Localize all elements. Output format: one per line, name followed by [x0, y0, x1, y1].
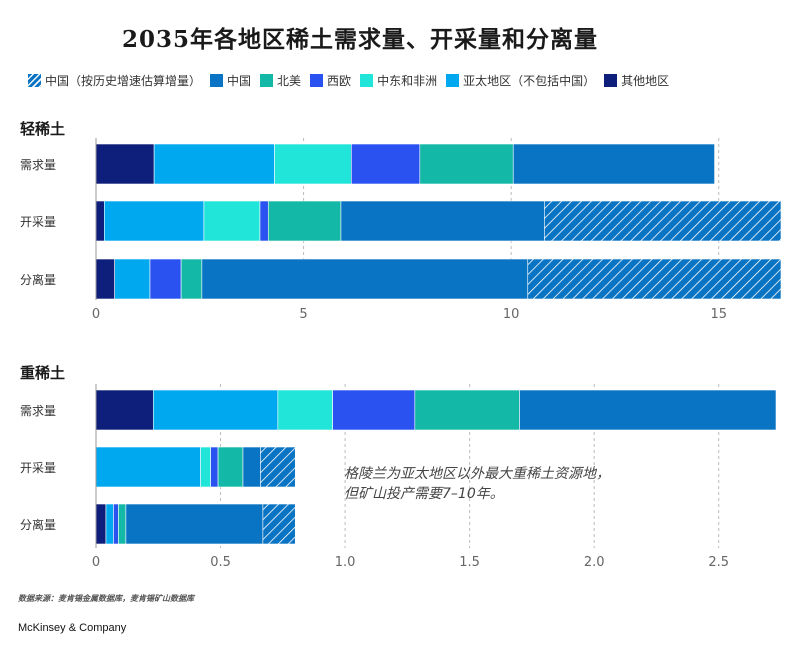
bar-segment-china: [242, 446, 261, 488]
bar-segment-china: [340, 200, 545, 242]
category-label: 需求量: [20, 158, 56, 172]
legend: 中国（按历史增速估算增量） 中国 北美 西欧 中东和非洲 亚太地区（不包括中国） 其他地区: [28, 72, 788, 90]
legend-label: 其他地区: [621, 74, 670, 88]
category-label: 分离量: [20, 272, 56, 287]
bar-segment-china_est: [527, 258, 782, 300]
legend-label: 西欧: [327, 74, 352, 88]
bar-segment-mea: [277, 389, 333, 431]
legend-item-na: 北美: [260, 72, 301, 89]
bar-segment-eu: [113, 503, 119, 545]
chart-title: 2035年各地区稀土需求量、开采量和分离量: [121, 26, 598, 53]
bar-segment-other: [95, 200, 105, 242]
bar-segment-na: [414, 389, 520, 431]
x-tick-label: 1.0: [335, 555, 356, 570]
legend-item-eu: 西欧: [310, 72, 351, 89]
x-tick-label: 0.5: [210, 555, 231, 570]
panel-title: 轻稀土: [20, 120, 65, 138]
legend-item-mea: 中东和非洲: [360, 72, 437, 89]
legend-label: 中国（按历史增速估算增量）: [45, 74, 202, 88]
bar-segment-na: [180, 258, 203, 300]
bar-segment-china_est: [544, 200, 782, 242]
bar-segment-na: [419, 143, 514, 185]
source-note: 数据来源：麦肯锡金属数据库，麦肯锡矿山数据库: [18, 594, 194, 603]
swatch-icon: [210, 74, 224, 87]
swatch-icon: [446, 74, 460, 87]
x-tick-label: 0: [92, 307, 100, 322]
bar-segment-eu: [259, 200, 269, 242]
x-tick-label: 10: [503, 307, 520, 322]
swatch-icon: [260, 74, 274, 87]
bar-segment-china: [512, 143, 715, 185]
category-label: 分离量: [20, 517, 56, 532]
annotation-text: 但矿山投产需要7–10年。: [344, 486, 504, 502]
category-label: 开采量: [20, 215, 56, 229]
x-tick-label: 2.0: [584, 555, 605, 570]
legend-item-china_est: 中国（按历史增速估算增量）: [28, 72, 201, 89]
x-tick-label: 5: [299, 307, 307, 322]
bar-segment-apac: [105, 503, 114, 545]
legend-label: 中东和非洲: [377, 74, 438, 88]
bar-segment-apac: [152, 389, 279, 431]
legend-item-china: 中国: [210, 72, 251, 89]
bar-segment-na: [267, 200, 342, 242]
bar-segment-other: [95, 503, 107, 545]
category-label: 开采量: [20, 461, 56, 475]
bar-segment-apac: [95, 446, 201, 488]
panel-title: 重稀土: [20, 364, 65, 382]
brand-logo: McKinsey & Company: [18, 622, 127, 634]
x-tick-label: 2.5: [708, 555, 729, 570]
bar-segment-na: [118, 503, 127, 545]
swatch-icon: [310, 74, 324, 87]
bar-segment-eu: [351, 143, 421, 185]
x-tick-label: 0: [92, 555, 100, 570]
annotation-text: 格陵兰为亚太地区以外最大重稀土资源地，: [344, 466, 610, 482]
hatched-swatch-icon: [28, 74, 41, 87]
bar-segment-apac: [114, 258, 151, 300]
bar-segment-china_est: [260, 446, 296, 488]
legend-label: 北美: [277, 74, 302, 88]
bar-segment-china: [201, 258, 529, 300]
category-label: 需求量: [20, 404, 56, 418]
swatch-icon: [604, 74, 618, 87]
legend-item-other: 其他地区: [604, 72, 669, 89]
bar-segment-na: [217, 446, 244, 488]
bar-segment-mea: [203, 200, 261, 242]
bar-segment-china: [519, 389, 777, 431]
legend-label: 亚太地区（不包括中国）: [463, 74, 596, 88]
bar-segment-eu: [210, 446, 219, 488]
bar-segment-china_est: [262, 503, 296, 545]
x-tick-label: 15: [710, 307, 727, 322]
legend-label: 中国: [227, 74, 252, 88]
bar-segment-other: [95, 143, 155, 185]
swatch-icon: [360, 74, 374, 87]
bar-segment-apac: [104, 200, 205, 242]
bar-segment-other: [95, 258, 115, 300]
bar-segment-other: [95, 389, 154, 431]
legend-item-apac: 亚太地区（不包括中国）: [446, 72, 595, 89]
bar-segment-china: [125, 503, 264, 545]
bar-segment-apac: [153, 143, 275, 185]
x-tick-label: 1.5: [459, 555, 480, 570]
bar-segment-mea: [274, 143, 352, 185]
bar-segment-mea: [200, 446, 211, 488]
bar-segment-eu: [149, 258, 182, 300]
bar-segment-eu: [332, 389, 416, 431]
